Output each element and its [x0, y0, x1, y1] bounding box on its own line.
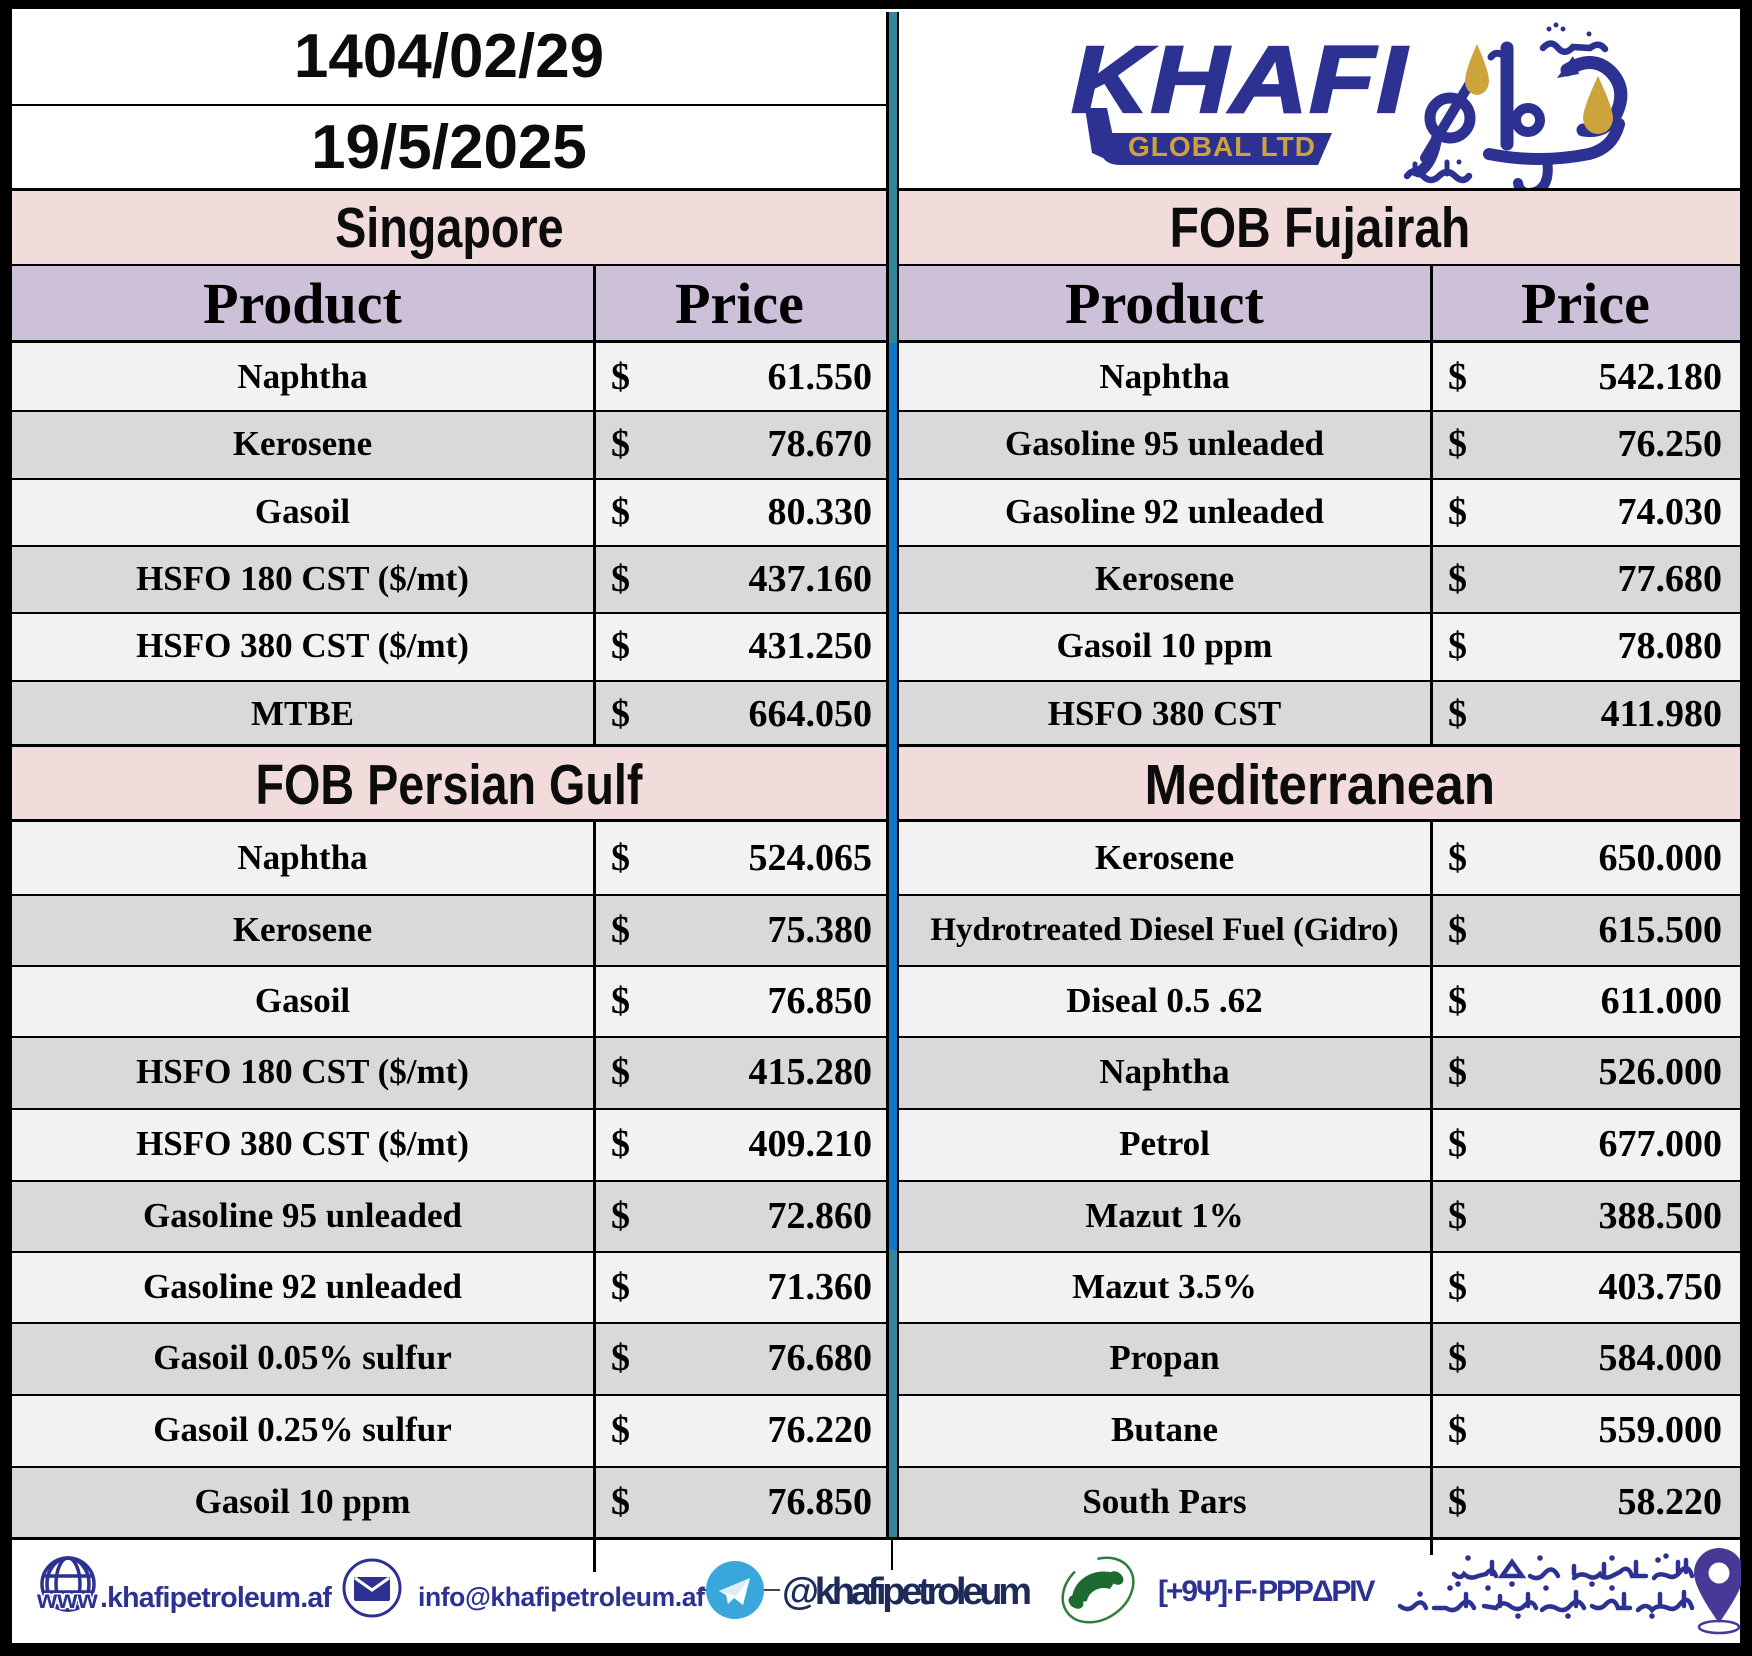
svg-text:@khafipetroleum: @khafipetroleum: [782, 1571, 1032, 1613]
svg-text:GLOBAL LTD: GLOBAL LTD: [1128, 131, 1316, 162]
svg-text:.khafipetroleum.af: .khafipetroleum.af: [100, 1582, 332, 1614]
svg-text:KHAFI: KHAFI: [1071, 26, 1409, 132]
svg-text:www: www: [36, 1584, 98, 1614]
svg-text:info@khafipetroleum.af: info@khafipetroleum.af: [418, 1582, 705, 1612]
svg-text:[+9Ψ]·F·PPPΔPIV: [+9Ψ]·F·PPPΔPIV: [1158, 1575, 1376, 1608]
